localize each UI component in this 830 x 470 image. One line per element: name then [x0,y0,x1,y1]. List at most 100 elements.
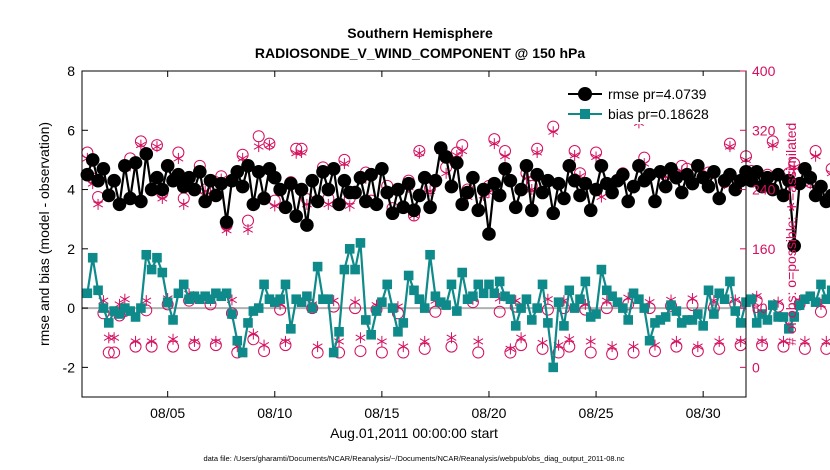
rmse-point [707,164,721,179]
y-right-tick-label: 0 [752,359,760,375]
bias-point [735,318,746,328]
rmse-point [551,176,566,191]
y-left-tick-label: 4 [67,182,75,198]
bias-point [767,300,778,310]
obs-assimilated-marker [242,224,254,236]
bias-point [344,244,355,254]
bias-point [693,309,703,319]
rmse-point [583,203,598,218]
rmse-point [187,182,202,197]
bias-point [564,285,575,296]
bias-point [660,312,671,322]
bias-point [687,315,698,325]
rmse-point [423,200,437,215]
obs-assimilated-marker [489,138,500,150]
bias-point [103,318,114,328]
bias-point [253,303,264,313]
obs-assimilated-marker [548,126,559,138]
obs-assimilated-marker [564,333,575,345]
rmse-point [616,167,630,182]
rmse-point [460,185,475,200]
bias-point [505,294,516,304]
bias-point [484,279,494,290]
bias-point [318,294,328,304]
rmse-point [214,176,229,191]
obs-possible-marker [375,346,388,359]
rmse-point [305,173,320,188]
obs-possible-marker [820,342,830,355]
bias-point [725,276,735,287]
bias-point [195,294,205,304]
y-right-axis-label: # of obs: o=possible; ∗=assimilated [783,123,799,346]
bias-point [607,291,617,302]
bias-point [377,297,387,307]
obs-possible-marker [584,346,597,359]
rmse-point [626,179,641,194]
bias-point [676,318,687,328]
bias-point [259,279,269,290]
bias-point [114,309,125,319]
obs-assimilated-marker [607,341,618,353]
obs-assimilated-marker [810,150,821,162]
bias-point [355,238,366,248]
bias-point [719,294,730,304]
bias-point [500,291,510,302]
obs-assimilated-marker [339,158,350,170]
bias-point [639,303,650,313]
bias-point [296,297,307,307]
obs-assimilated-marker [724,141,735,153]
bias-point [414,294,425,304]
obs-assimilated-marker [355,332,366,344]
obs-assimilated-marker [151,141,162,153]
obs-assimilated-marker [778,335,789,347]
rmse-point [203,173,218,188]
bias-point [703,285,714,296]
bias-point [136,303,146,313]
y-left-tick-label: 0 [67,300,75,316]
bias-point [430,291,441,302]
bias-point [425,249,435,260]
rmse-point [396,200,411,215]
bias-point [510,321,521,331]
bias-point [816,279,826,290]
obs-assimilated-marker [687,292,698,304]
obs-assimilated-marker [210,335,221,347]
rmse-point [267,170,282,185]
obs-assimilated-marker [146,335,157,347]
bias-point [371,306,382,316]
x-axis-ticks: 08/05 08/10 08/15 08/20 08/25 08/30 [150,71,721,421]
bias-point [709,309,719,319]
rmse-point [455,197,469,212]
rmse-point [96,162,111,176]
bias-point [789,312,799,322]
obs-possible-marker [108,346,121,359]
bias-point [237,347,248,358]
bias-point [457,267,467,278]
rmse-point [771,167,785,182]
obs-assimilated-marker [532,147,543,158]
bias-point [419,303,430,313]
bias-point [494,276,505,287]
bias-point [173,288,184,299]
obs-assimilated-marker [280,335,291,347]
obs-assimilated-marker [376,335,387,347]
bias-point [516,303,526,313]
chart-title-line-2: RADIOSONDE_V_WIND_COMPONENT @ 150 hPa [255,45,585,61]
rmse-point [375,162,389,176]
rmse-point [401,176,416,191]
rmse-point [712,191,727,206]
rmse-point [824,188,830,203]
rmse-point [471,203,486,218]
bias-point [462,294,473,304]
bias-point [307,303,318,313]
rmse-point [198,194,212,209]
bias-point [350,264,360,275]
y-left-axis-label: rmse and bias (model - observation) [36,122,52,346]
rmse-point [541,173,555,188]
bias-point [221,288,232,299]
rmse-point [107,173,121,188]
rmse-point [353,170,368,185]
bias-point [302,291,312,302]
rmse-point [251,164,266,179]
plot-frame [81,70,747,398]
